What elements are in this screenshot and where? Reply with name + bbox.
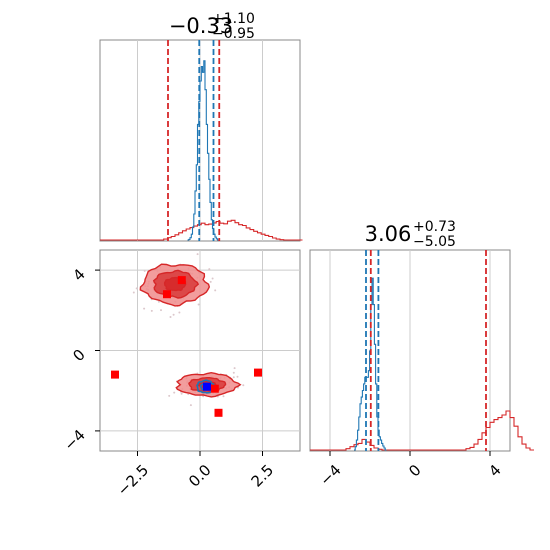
sample-point	[196, 253, 199, 256]
red-marker-3	[210, 384, 219, 393]
param1-title-value: −0.33	[169, 14, 233, 38]
blue-contour-level-0	[196, 379, 216, 394]
y-axis-tick-label-0: 4	[69, 265, 88, 284]
red-marker-5	[254, 368, 262, 377]
sample-point	[143, 307, 146, 310]
panel-hist-param1: −0.33 +1.10 −0.95	[99, 11, 303, 242]
param1-title-upper: +1.10	[212, 11, 255, 27]
sample-point	[208, 268, 211, 271]
panel-2d-density-y-ticks: 4 0 −4	[60, 265, 100, 454]
panel-2d-density-x-ticks: −2.5 0.0 2.5	[114, 451, 277, 500]
panel-hist-param2-plot	[310, 250, 534, 451]
hist2-red-series	[310, 410, 534, 451]
sample-point	[160, 309, 162, 312]
panel-hist-param2: −4 0 4 3.06 +0.73 −5.05	[309, 219, 534, 489]
x-axis-tick-label-0: −2.5	[114, 461, 152, 499]
sample-point	[172, 313, 175, 316]
sample-point	[214, 289, 217, 292]
red-marker-1	[163, 290, 171, 299]
panel-2d-density-plot	[111, 253, 262, 417]
red-marker-2	[177, 276, 186, 285]
sample-point	[143, 269, 146, 272]
sample-point	[222, 395, 225, 398]
hist1-red-series	[100, 219, 303, 241]
x2-axis-tick-label-2: 4	[485, 461, 504, 480]
panel-hist-param1-plot	[100, 40, 303, 241]
red-marker-4	[214, 408, 223, 417]
y-axis-tick-label-1: 0	[69, 346, 88, 365]
red-marker-0	[111, 370, 119, 379]
param2-title-lower: −5.05	[413, 234, 456, 250]
sample-point	[180, 392, 183, 395]
param1-title-lower: −0.95	[212, 26, 255, 42]
x-axis-tick-label-1: 0.0	[185, 461, 215, 491]
sample-point	[169, 316, 172, 318]
sample-point	[168, 394, 171, 397]
param2-title-value: 3.06	[365, 222, 412, 246]
panel-hist-param1-title: −0.33	[169, 14, 233, 38]
sample-point	[236, 375, 239, 378]
x2-axis-tick-label-1: 0	[405, 461, 424, 480]
param2-title-upper: +0.73	[413, 219, 456, 235]
sample-point	[242, 384, 245, 387]
hist1-blue-series	[187, 60, 219, 241]
y-axis-tick-label-2: −4	[60, 426, 88, 454]
panel-hist-param2-grid	[329, 250, 491, 451]
sample-point	[135, 287, 138, 290]
sample-point	[132, 291, 135, 294]
sample-point	[178, 311, 181, 314]
x2-axis-tick-label-0: −4	[316, 461, 344, 489]
sample-point	[157, 300, 160, 303]
sample-point	[232, 376, 235, 379]
x-axis-tick-label-2: 2.5	[248, 461, 278, 491]
sample-point	[211, 277, 214, 280]
sample-point	[173, 391, 176, 394]
panel-hist-param2-x-ticks: −4 0 4	[316, 451, 505, 489]
sample-point	[233, 367, 236, 370]
sample-point	[197, 303, 200, 306]
sample-point	[232, 371, 235, 374]
sample-point	[189, 404, 192, 407]
panel-2d-density: −2.5 0.0 2.5 4 0 −4	[60, 249, 301, 500]
sample-point	[209, 280, 212, 283]
sample-point	[150, 309, 153, 312]
blue-marker	[203, 382, 211, 391]
